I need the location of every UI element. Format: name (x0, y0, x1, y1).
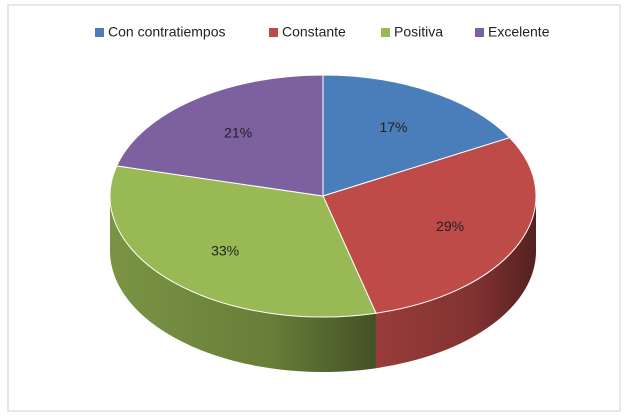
pie-side-shade (110, 196, 376, 372)
legend-swatch (475, 28, 484, 37)
pie-slice (109, 165, 377, 318)
data-label: 29% (436, 218, 464, 234)
data-label: 21% (224, 125, 252, 141)
legend-label: Positiva (394, 24, 443, 40)
pie-side-shade (375, 196, 536, 369)
pie-slice (322, 74, 511, 197)
legend-swatch (269, 28, 278, 37)
legend-label: Excelente (488, 24, 550, 40)
data-label: 17% (379, 119, 407, 135)
legend-swatch (381, 28, 390, 37)
pie-slice (115, 74, 324, 197)
legend-label: Con contratiempos (108, 24, 226, 40)
data-label: 33% (211, 242, 239, 258)
pie-slice (322, 137, 537, 314)
legend-swatch (95, 28, 104, 37)
legend-label: Constante (282, 24, 346, 40)
